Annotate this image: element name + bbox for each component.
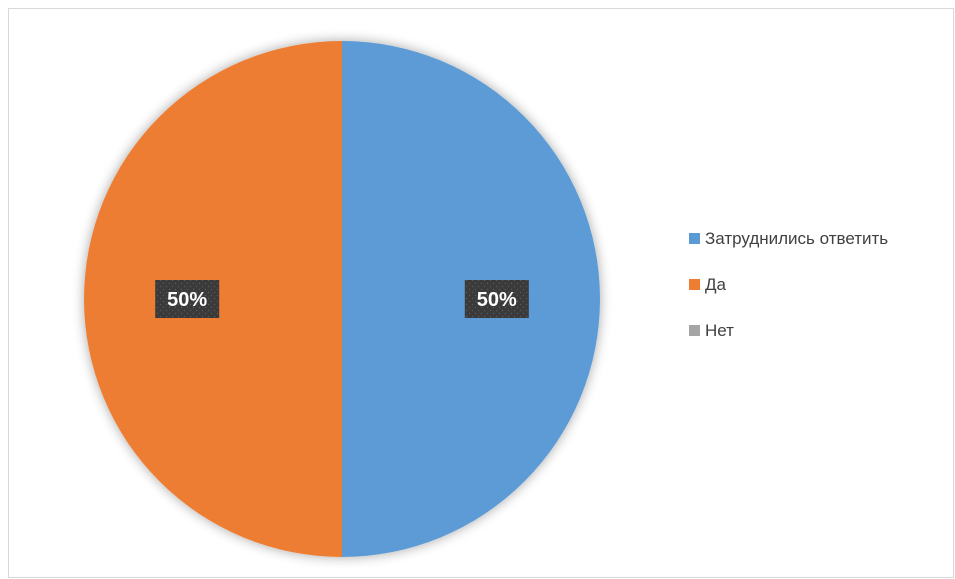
legend-entry-3: Нет — [689, 321, 734, 340]
data-label-background — [464, 280, 529, 318]
legend-swatch — [689, 279, 700, 290]
legend-swatch — [689, 233, 700, 244]
data-label-text: 50% — [477, 289, 517, 311]
chart-area: 50% 50% Затруднились ответить Да Нет — [8, 8, 954, 578]
data-labels: 50% 50% — [155, 280, 529, 318]
data-label-1: 50% — [464, 280, 529, 318]
legend-label: Нет — [705, 321, 734, 340]
data-label-text: 50% — [167, 289, 207, 311]
pie-chart: 50% 50% Затруднились ответить Да Нет — [84, 41, 888, 557]
data-label-2: 50% — [155, 280, 220, 318]
data-label-background — [155, 280, 220, 318]
legend-entry-2: Да — [689, 275, 727, 294]
legend-label: Да — [705, 275, 727, 294]
legend-entry-1: Затруднились ответить — [689, 229, 888, 248]
legend-swatch — [689, 325, 700, 336]
legend-label: Затруднились ответить — [705, 229, 888, 248]
legend: Затруднились ответить Да Нет — [689, 229, 888, 340]
